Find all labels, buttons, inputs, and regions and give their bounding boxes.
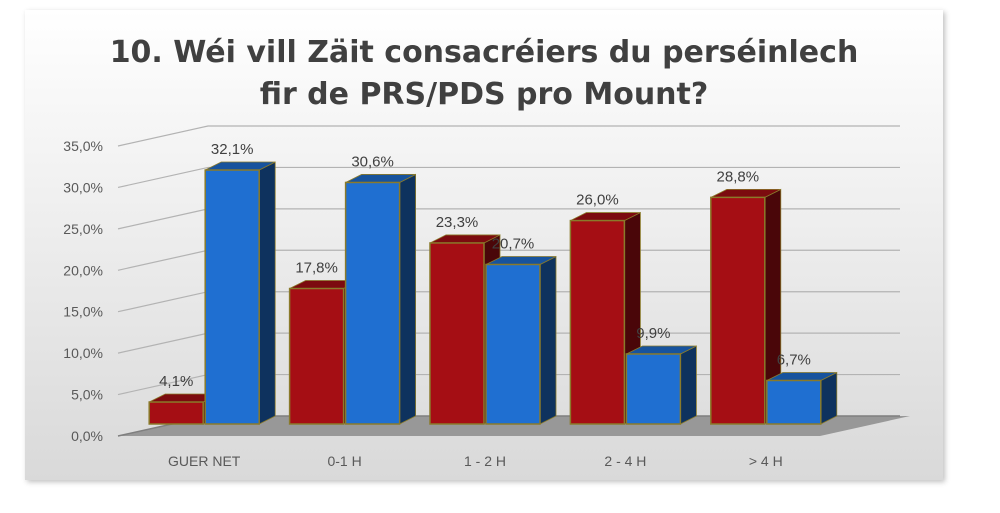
bar-series2-4-side bbox=[820, 371, 838, 425]
bar-series2-1-data-label: 30,6% bbox=[351, 153, 394, 170]
bar-series1-4-data-label: 28,8% bbox=[717, 168, 760, 185]
bar-series2-2-data-label: 20,7% bbox=[492, 235, 535, 252]
x-category-label: 0-1 H bbox=[327, 453, 361, 469]
bar-series2-0 bbox=[204, 169, 260, 425]
bar-series1-0-data-label: 4,1% bbox=[159, 373, 193, 390]
bar-series2-1-side bbox=[399, 173, 417, 425]
bar-series2-1 bbox=[344, 181, 401, 425]
bar-series2-2 bbox=[485, 263, 541, 425]
x-category-label: 2 - 4 H bbox=[604, 453, 646, 469]
x-category-label: 1 - 2 H bbox=[464, 453, 506, 469]
gridline bbox=[117, 125, 900, 147]
bar-series1-1-data-label: 17,8% bbox=[295, 260, 338, 277]
y-tick-label: 15,0% bbox=[63, 304, 103, 320]
y-tick-label: 10,0% bbox=[63, 345, 103, 361]
bar-series2-3-data-label: 9,9% bbox=[636, 325, 670, 342]
chart-title-line-1: 10. Wéi vill Zäit consacréiers du perséi… bbox=[109, 35, 859, 70]
bar-series1-2 bbox=[429, 242, 485, 425]
bar-series1-0 bbox=[148, 401, 204, 425]
chart-title-line-2: fir de PRS/PDS pro Mount? bbox=[259, 77, 709, 112]
gridline bbox=[117, 166, 900, 189]
y-tick-label: 0,0% bbox=[71, 428, 103, 444]
y-tick-label: 5,0% bbox=[71, 387, 103, 403]
bar-series1-3-data-label: 26,0% bbox=[576, 192, 619, 209]
bar-series1-1 bbox=[288, 287, 345, 425]
bar-series2-3-side bbox=[680, 345, 697, 425]
bar-series1-3 bbox=[569, 219, 626, 425]
bar-series2-0-side bbox=[258, 161, 276, 425]
bar-series1-4 bbox=[710, 196, 766, 425]
bar-series2-4 bbox=[766, 379, 822, 425]
x-category-label: > 4 H bbox=[749, 453, 783, 469]
y-tick-label: 25,0% bbox=[63, 221, 103, 237]
chart-title: 10. Wéi vill Zäit consacréiers du perséi… bbox=[25, 32, 943, 116]
bar-series1-2-data-label: 23,3% bbox=[436, 214, 479, 231]
y-tick-label: 30,0% bbox=[63, 179, 103, 195]
y-tick-label: 35,0% bbox=[63, 138, 103, 154]
bar-series2-3 bbox=[625, 353, 682, 425]
y-tick-label: 20,0% bbox=[63, 262, 103, 278]
bar-series2-0-data-label: 32,1% bbox=[211, 141, 254, 158]
x-category-label: GUER NET bbox=[168, 453, 241, 469]
bar-series2-4-data-label: 6,7% bbox=[777, 351, 811, 368]
bar-series2-2-side bbox=[539, 255, 557, 425]
